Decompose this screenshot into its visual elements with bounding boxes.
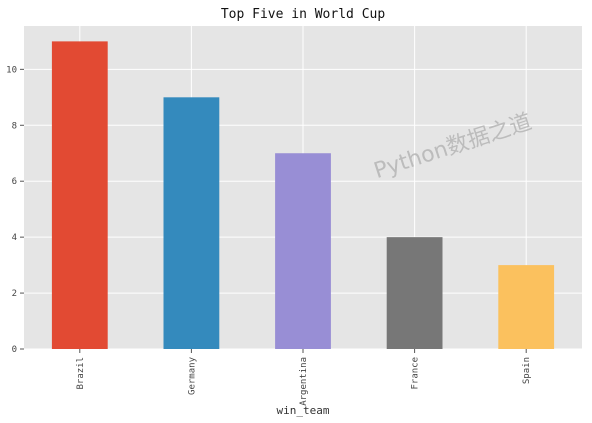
y-tick-label: 4 <box>12 233 17 243</box>
bar-brazil <box>51 41 108 349</box>
x-tick-label: France <box>411 357 421 390</box>
y-tick-label: 6 <box>12 177 17 187</box>
bar-france <box>386 237 443 349</box>
x-tick-label: Brazil <box>76 357 86 390</box>
x-axis-label: win_team <box>277 404 330 417</box>
y-tick-label: 8 <box>12 121 17 131</box>
y-axis-ticks: 0 2 4 6 8 10 <box>6 65 24 355</box>
y-tick-label: 0 <box>12 345 17 355</box>
bar-spain <box>498 265 555 349</box>
bar-germany <box>163 97 220 349</box>
x-axis-ticks: Brazil Germany Argentina France Spain <box>76 349 532 406</box>
x-tick-label: Spain <box>522 357 532 384</box>
y-tick-label: 10 <box>6 65 17 75</box>
x-tick-label: Germany <box>187 356 197 395</box>
bar-argentina <box>275 153 331 349</box>
chart-title: Top Five in World Cup <box>221 7 386 22</box>
bars-group <box>51 41 555 349</box>
y-tick-label: 2 <box>12 289 17 299</box>
x-tick-label: Argentina <box>299 357 309 406</box>
